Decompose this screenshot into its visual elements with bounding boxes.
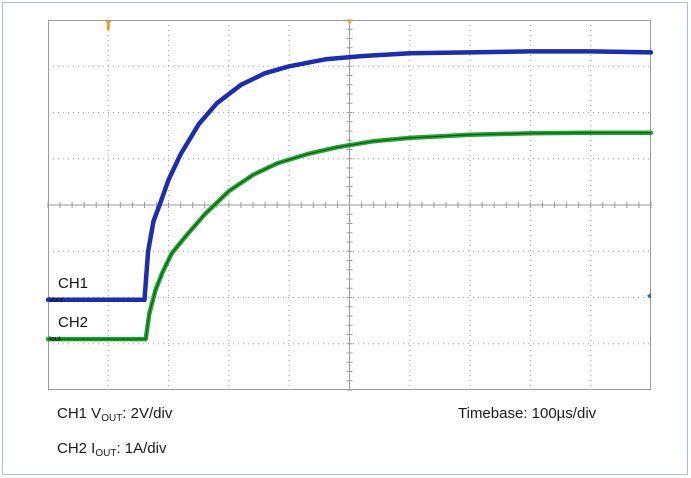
grid: [47, 19, 652, 391]
trigger-level-marker: [647, 292, 651, 299]
traces: [45, 49, 654, 342]
channel-labels: CH1 CH2 Vout Iout: [49, 275, 88, 343]
trigger-position-marker-stem: [106, 24, 110, 30]
timebase-caption: Timebase: 100µs/div: [458, 405, 597, 422]
oscilloscope-plot: CH1 CH2 Vout Iout: [45, 19, 654, 391]
trigger-position-marker: [105, 21, 112, 26]
ch2-marker-label: Iout: [49, 336, 61, 343]
trace-ch2-core: [48, 132, 651, 340]
trace-ch1: [45, 49, 654, 303]
markers: [105, 20, 651, 299]
ch1-marker-label: Vout: [49, 297, 63, 304]
center-time-marker: [346, 20, 353, 24]
ch2-label: CH2: [58, 314, 88, 331]
ch2-scale-caption: CH2 IOUT: 1A/div: [57, 440, 167, 459]
ch1-scale-caption: CH1 VOUT: 2V/div: [57, 405, 173, 424]
ch1-label: CH1: [58, 275, 88, 292]
